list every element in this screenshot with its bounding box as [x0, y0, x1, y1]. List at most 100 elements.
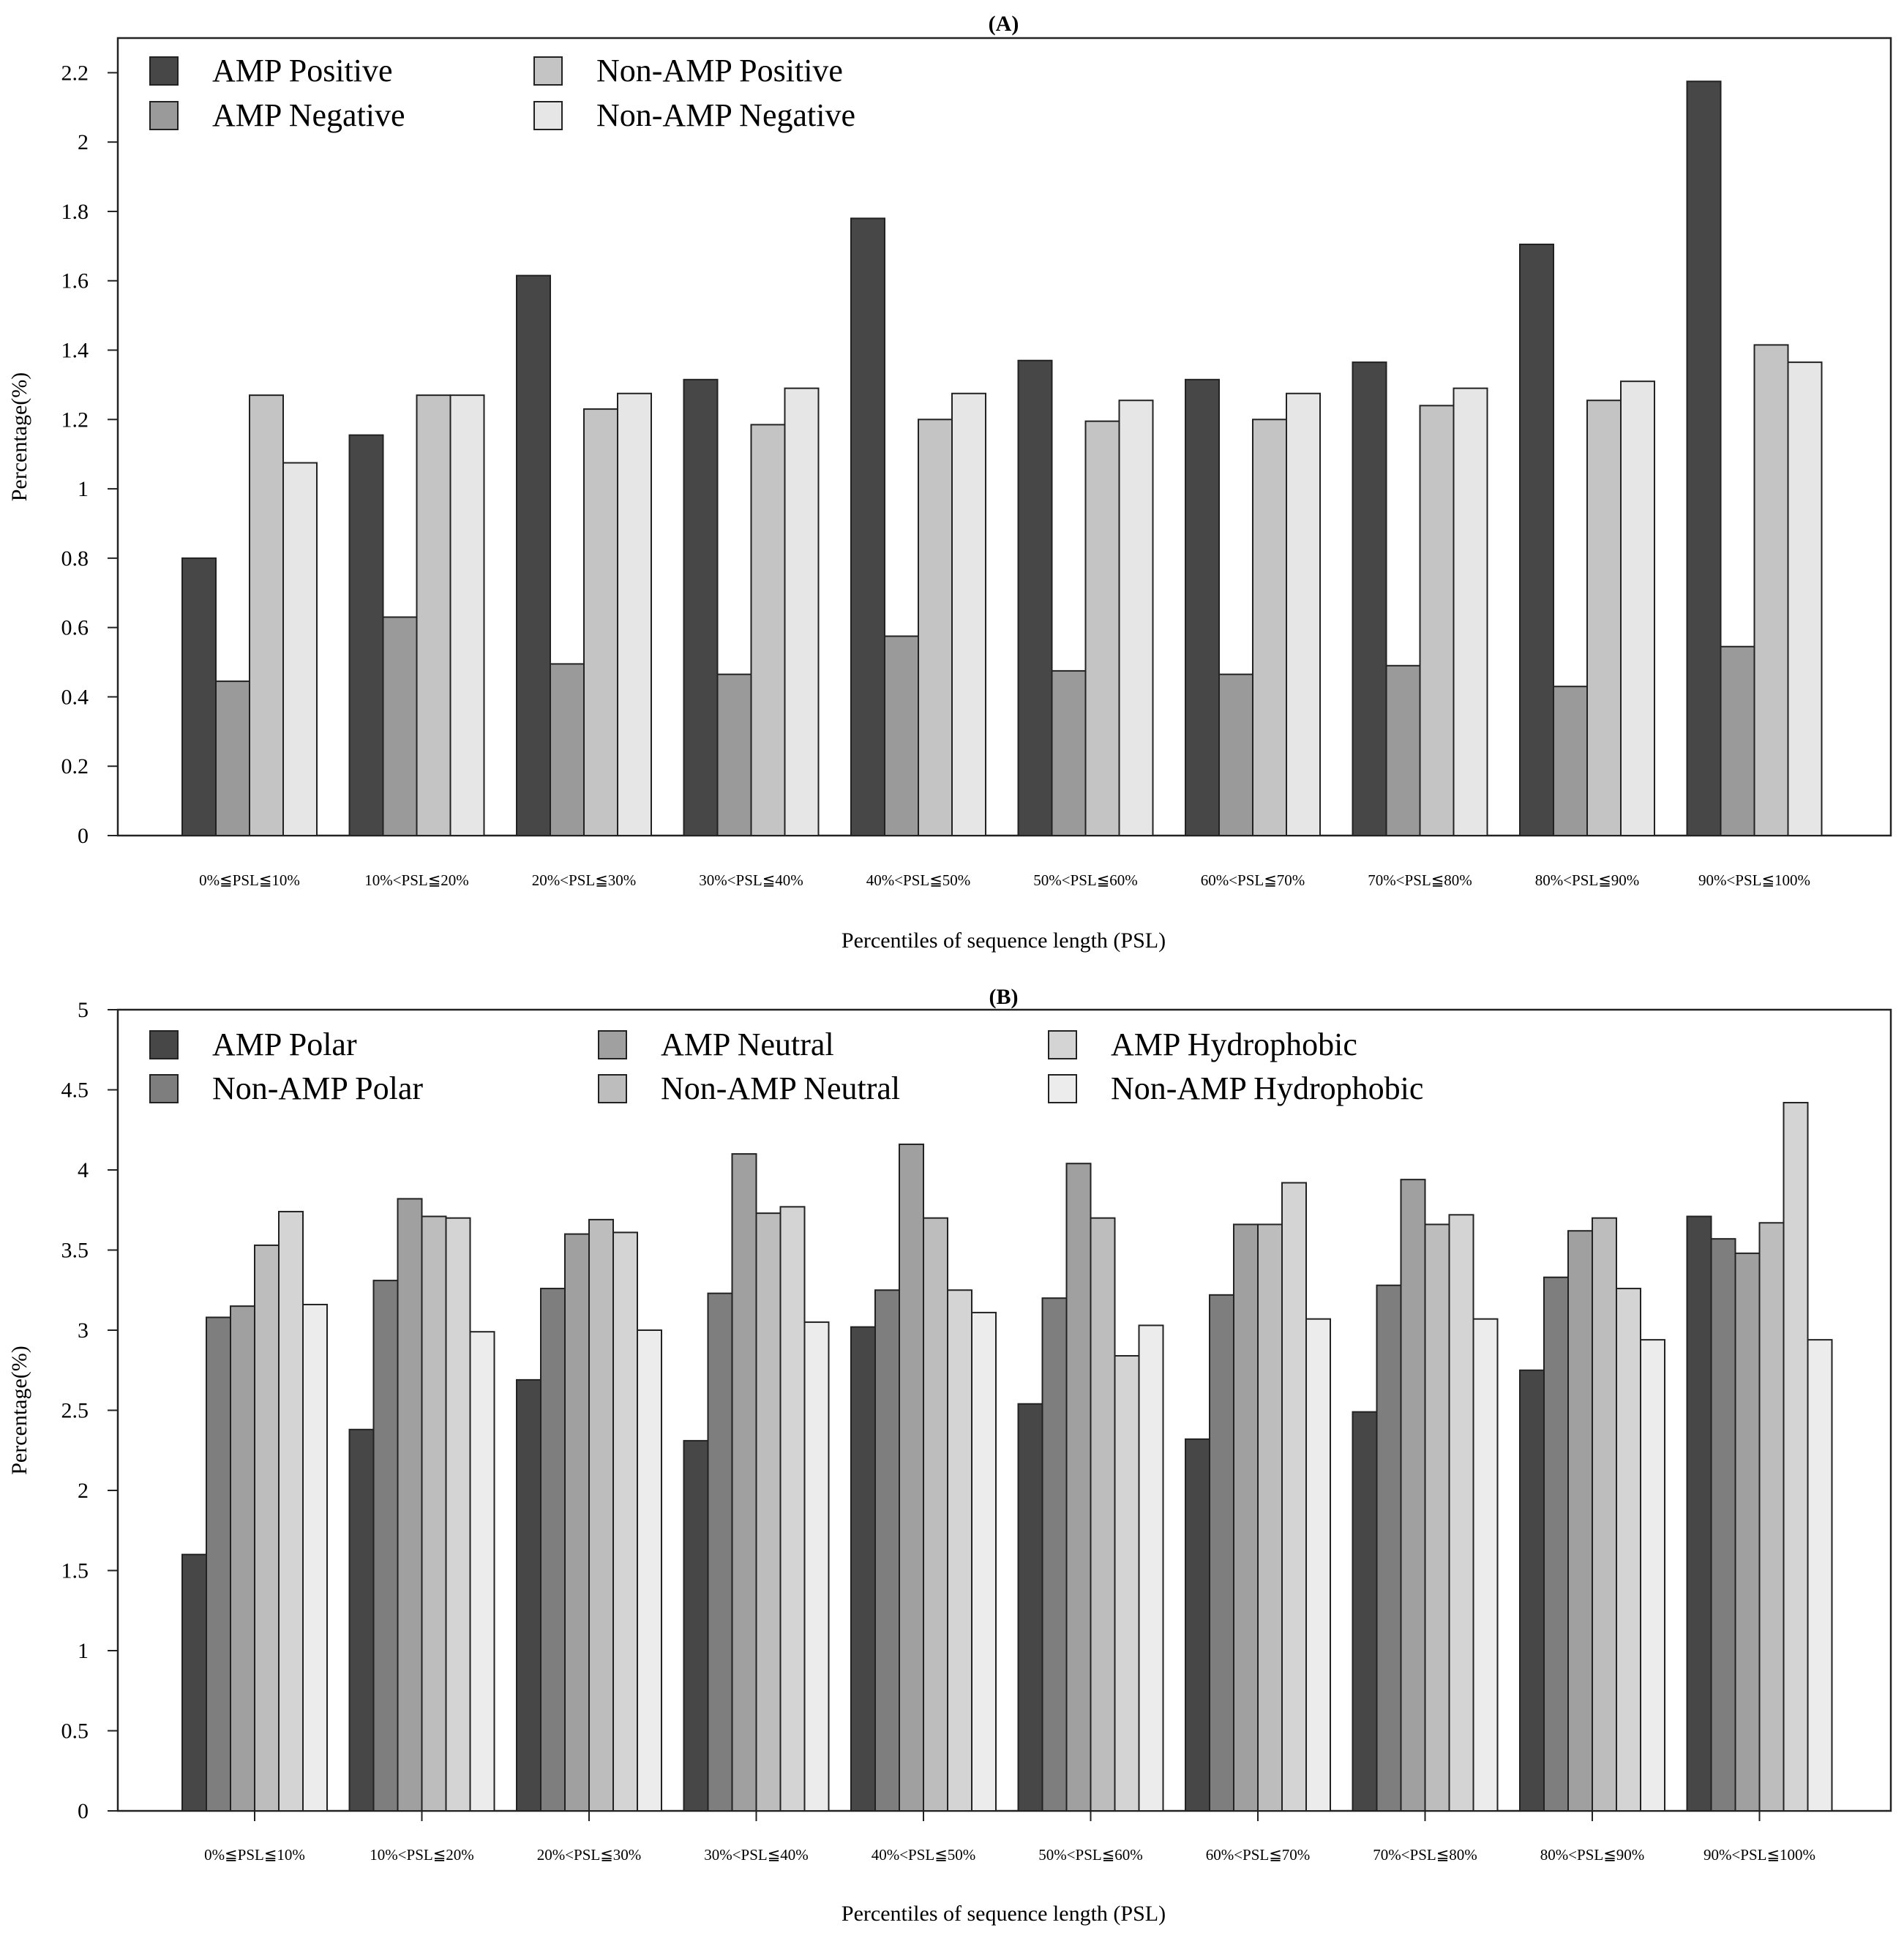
panel-a-category-label: 90%<PSL≦100% — [1698, 871, 1810, 889]
panel-b-bar — [348, 1428, 375, 1812]
panel-b-legend-swatch — [1048, 1030, 1077, 1059]
panel-b-bar — [445, 1217, 471, 1812]
panel-a-bar — [1286, 392, 1321, 836]
panel-b-bar — [372, 1280, 399, 1812]
panel-a-category-label: 20%<PSL≦30% — [532, 871, 637, 889]
panel-b-bar — [1281, 1182, 1307, 1812]
panel-b-bar — [421, 1215, 447, 1812]
panel-a-ytick-label: 1.6 — [61, 269, 89, 293]
panel-b-bar — [1710, 1238, 1736, 1812]
panel-b-legend-swatch — [1048, 1074, 1077, 1103]
panel-b-bar — [469, 1331, 495, 1812]
panel-a-bar — [1453, 387, 1488, 836]
panel-a-chart: (A) 0 0.2 0.4 0.6 0.8 1 1.2 1.4 1.6 1.8 2 2.2 Percent… — [7, 12, 1892, 953]
panel-a-bar — [215, 680, 250, 837]
panel-b-ytick-label: 2.5 — [61, 1399, 89, 1423]
panel-b-category-label: 30%<PSL≦40% — [704, 1846, 809, 1864]
panel-b-bar — [637, 1329, 662, 1812]
panel-a-ytick-label: 0.4 — [61, 685, 89, 709]
panel-b-bar — [1090, 1217, 1116, 1812]
panel-a-ytick-label: 2 — [78, 130, 89, 154]
panel-b-bar — [1424, 1223, 1450, 1812]
panel-b-legend-label: Non-AMP Neutral — [661, 1070, 900, 1106]
panel-a-y-axis-label: Percentage(%) — [7, 372, 31, 502]
panel-a-bar — [282, 462, 318, 836]
panel-b-bar — [1114, 1355, 1140, 1812]
panel-b-bar — [1209, 1294, 1234, 1812]
panel-b-bar — [803, 1321, 830, 1812]
panel-a-bar — [617, 392, 652, 836]
panel-b-y-axis-label: Percentage(%) — [7, 1346, 31, 1475]
panel-b-bar — [1017, 1403, 1043, 1812]
panel-a-category-label: 70%<PSL≦80% — [1368, 871, 1472, 889]
panel-b-bar — [1783, 1102, 1809, 1812]
panel-b-bar — [1138, 1324, 1164, 1812]
panel-a-category-label: 10%<PSL≦20% — [364, 871, 469, 889]
panel-a-bar — [348, 434, 384, 836]
panel-b-legend-label: Non-AMP Hydrophobic — [1111, 1070, 1423, 1106]
panel-b-bar — [947, 1289, 972, 1812]
panel-a-legend-swatch — [533, 101, 563, 130]
panel-a-bar — [1553, 686, 1588, 837]
panel-b-bar — [181, 1553, 207, 1812]
panel-b-legend: AMP Polar Non-AMP Polar AMP Neutral Non-AMP… — [149, 1027, 1423, 1106]
panel-a-bar — [1051, 669, 1087, 836]
panel-a-bar — [1686, 80, 1722, 836]
panel-b-bar — [1592, 1217, 1617, 1812]
panel-b-bar — [302, 1303, 328, 1812]
panel-b-ytick-label: 2 — [78, 1479, 89, 1503]
panel-a-bar — [1185, 378, 1220, 836]
panel-b-bar — [1305, 1318, 1331, 1812]
panel-b-category-label: 20%<PSL≦30% — [537, 1846, 642, 1864]
panel-a-bar — [884, 635, 919, 836]
panel-b-bar — [899, 1143, 924, 1812]
panel-a-bar — [1218, 673, 1253, 836]
panel-a-plot-frame — [116, 37, 1892, 837]
panel-a-legend-label: AMP Positive — [212, 53, 393, 89]
panel-b-bar — [850, 1326, 876, 1812]
panel-b-bar — [1352, 1411, 1378, 1812]
panel-b-bar — [1185, 1438, 1210, 1812]
panel-b-ytick-label: 1 — [78, 1639, 89, 1663]
panel-a-category-label: 0%≦PSL≦10% — [199, 871, 300, 889]
panel-b-category-label: 10%<PSL≦20% — [370, 1846, 474, 1864]
panel-b-legend-swatch — [149, 1030, 179, 1059]
panel-a-category-label: 40%<PSL≦50% — [866, 871, 971, 889]
panel-a-title: (A) — [989, 12, 1019, 36]
panel-a-bar — [1620, 380, 1655, 836]
panel-a-ytick-label: 0 — [78, 824, 89, 848]
panel-b-bar — [1065, 1163, 1092, 1812]
panel-b-category-label: 40%<PSL≦50% — [872, 1846, 976, 1864]
panel-b-ytick-label: 3 — [78, 1318, 89, 1343]
panel-a-bar — [1519, 243, 1554, 836]
panel-b-bar — [779, 1206, 806, 1812]
panel-a-bar — [181, 557, 217, 836]
panel-b-legend-label: AMP Neutral — [661, 1027, 834, 1062]
panel-a-bar — [382, 616, 418, 836]
panel-b-bar — [1400, 1179, 1426, 1812]
panel-a-ytick-label: 0.6 — [61, 616, 89, 640]
panel-b-bar — [230, 1305, 255, 1812]
panel-b-bar — [397, 1198, 423, 1812]
panel-a-legend-swatch — [533, 56, 563, 86]
panel-a-legend-swatch — [149, 101, 179, 130]
panel-a-bar — [1084, 420, 1120, 836]
panel-b-ytick-label: 5 — [78, 998, 89, 1022]
panel-a-ytick-label: 1.2 — [61, 408, 89, 432]
panel-b-ytick-label: 0 — [78, 1799, 89, 1823]
panel-a-bar — [1720, 645, 1755, 837]
panel-a-bar — [1385, 664, 1421, 836]
panel-a-bar — [1787, 361, 1823, 836]
panel-a-bar — [249, 394, 284, 836]
panel-a-bar — [716, 673, 752, 836]
panel-a-legend-label: Non-AMP Negative — [596, 97, 855, 133]
panel-b-bar — [1567, 1230, 1593, 1812]
panel-b-bar — [1807, 1339, 1833, 1812]
panel-a-bar — [1352, 361, 1387, 836]
panel-b-bar — [1616, 1288, 1641, 1812]
panel-b-category-label: 90%<PSL≦100% — [1704, 1846, 1815, 1864]
panel-b-x-axis-label: Percentiles of sequence length (PSL) — [842, 1902, 1166, 1926]
panel-a-ytick-label: 0.8 — [61, 547, 89, 571]
panel-a-ytick-label: 1 — [78, 477, 89, 501]
